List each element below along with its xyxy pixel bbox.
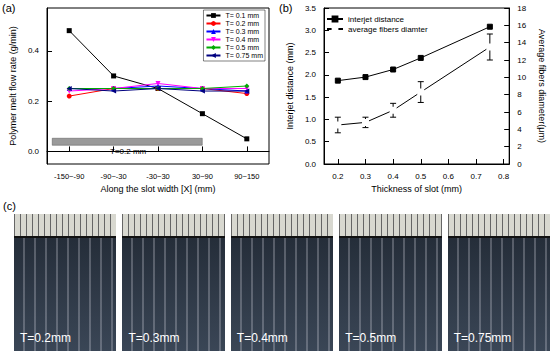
html-text:(c): (c): [3, 200, 16, 212]
svg-text:(a): (a): [2, 2, 15, 14]
svg-text:90~150: 90~150: [234, 172, 259, 181]
svg-text:Along the slot width [X] (mm): Along the slot width [X] (mm): [100, 184, 215, 194]
svg-text:-30~30: -30~30: [146, 172, 170, 181]
svg-text:0.2: 0.2: [28, 97, 40, 106]
svg-text:-90~-30: -90~-30: [101, 172, 127, 181]
html-text:T=0.4mm: T=0.4mm: [236, 331, 288, 345]
svg-text:18: 18: [517, 4, 526, 13]
svg-text:average fibers diamter: average fibers diamter: [348, 25, 428, 34]
svg-text:0.5: 0.5: [415, 172, 427, 181]
svg-text:interjet distance: interjet distance: [348, 15, 405, 24]
svg-text:Thickness of slot (mm): Thickness of slot (mm): [371, 184, 462, 194]
svg-text:30~90: 30~90: [192, 172, 213, 181]
html-text:T=0.5mm: T=0.5mm: [345, 331, 397, 345]
svg-text:0.3: 0.3: [360, 172, 372, 181]
svg-text:0.2: 0.2: [332, 172, 344, 181]
svg-text:1.5: 1.5: [305, 93, 317, 102]
svg-text:2: 2: [517, 142, 522, 151]
svg-text:6: 6: [517, 108, 522, 117]
svg-text:T=0.2 mm: T=0.2 mm: [110, 146, 147, 156]
svg-text:(b): (b): [279, 2, 292, 14]
svg-text:10: 10: [517, 73, 526, 82]
svg-text:0.7: 0.7: [470, 172, 482, 181]
svg-text:14: 14: [517, 38, 526, 47]
svg-text:Average fibers diameter(μm): Average fibers diameter(μm): [537, 29, 547, 143]
svg-text:2.0: 2.0: [305, 70, 317, 79]
svg-text:3.5: 3.5: [305, 4, 317, 13]
html-text:T=0.3mm: T=0.3mm: [128, 331, 180, 345]
svg-text:Polymer melt flow rate (g/min): Polymer melt flow rate (g/min): [8, 26, 18, 146]
svg-text:3.0: 3.0: [305, 26, 317, 35]
html-text:T=0.2mm: T=0.2mm: [20, 331, 71, 345]
svg-text:T= 0.1 mm: T= 0.1 mm: [225, 12, 259, 19]
svg-text:1.0: 1.0: [305, 115, 317, 124]
svg-text:0.0: 0.0: [305, 160, 317, 169]
svg-text:0.5: 0.5: [305, 137, 317, 146]
svg-text:4: 4: [517, 125, 522, 134]
svg-text:2.5: 2.5: [305, 48, 317, 57]
svg-text:0.8: 0.8: [498, 172, 510, 181]
svg-text:T= 0.4 mm: T= 0.4 mm: [225, 36, 259, 43]
svg-text:0.4: 0.4: [28, 46, 40, 55]
svg-text:12: 12: [517, 56, 526, 65]
svg-text:0.0: 0.0: [28, 147, 40, 156]
svg-text:T= 0.3 mm: T= 0.3 mm: [225, 28, 259, 35]
svg-text:T= 0.75 mm: T= 0.75 mm: [225, 52, 263, 59]
svg-text:Interjet distance (mm): Interjet distance (mm): [285, 42, 295, 129]
svg-text:0.6: 0.6: [443, 172, 455, 181]
svg-text:T= 0.5 mm: T= 0.5 mm: [225, 44, 259, 51]
svg-text:8: 8: [517, 90, 522, 99]
svg-text:T= 0.2 mm: T= 0.2 mm: [225, 20, 259, 27]
svg-text:0: 0: [517, 160, 522, 169]
svg-text:-150~-90: -150~-90: [54, 172, 84, 181]
html-text:T=0.75mm: T=0.75mm: [453, 331, 512, 345]
svg-text:16: 16: [517, 21, 526, 30]
svg-text:0.4: 0.4: [388, 172, 400, 181]
